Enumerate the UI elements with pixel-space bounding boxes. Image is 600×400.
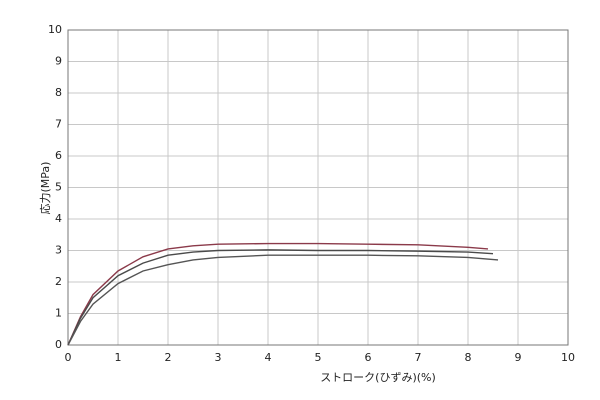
x-tick-label: 3 [215, 351, 222, 364]
plot-frame [67, 29, 569, 346]
y-tick-label: 1 [55, 307, 62, 320]
y-tick-label: 3 [55, 244, 62, 257]
y-tick-label: 2 [55, 275, 62, 288]
y-tick-label: 4 [55, 212, 62, 225]
x-tick-label: 8 [465, 351, 472, 364]
y-tick-label: 0 [55, 338, 62, 351]
y-tick-label: 5 [55, 181, 62, 194]
data-line [67, 242, 489, 346]
x-axis-label: ストローク(ひずみ)(%) [320, 371, 436, 384]
x-tick-label: 9 [515, 351, 522, 364]
y-tick-label: 10 [48, 23, 62, 36]
x-tick-label: 6 [365, 351, 372, 364]
data-line [67, 249, 494, 346]
y-tick-label: 7 [55, 118, 62, 131]
x-tick-label: 7 [415, 351, 422, 364]
y-axis-label: 応力(MPa) [38, 162, 52, 215]
x-tick-label: 5 [315, 351, 322, 364]
y-tick-label: 8 [55, 86, 62, 99]
x-tick-label: 2 [165, 351, 172, 364]
x-tick-label: 4 [265, 351, 272, 364]
data-line [67, 254, 499, 346]
y-tick-label: 9 [55, 55, 62, 68]
x-tick-label: 10 [561, 351, 575, 364]
y-tick-label: 6 [55, 149, 62, 162]
x-tick-label: 1 [115, 351, 122, 364]
x-tick-label: 0 [65, 351, 72, 364]
